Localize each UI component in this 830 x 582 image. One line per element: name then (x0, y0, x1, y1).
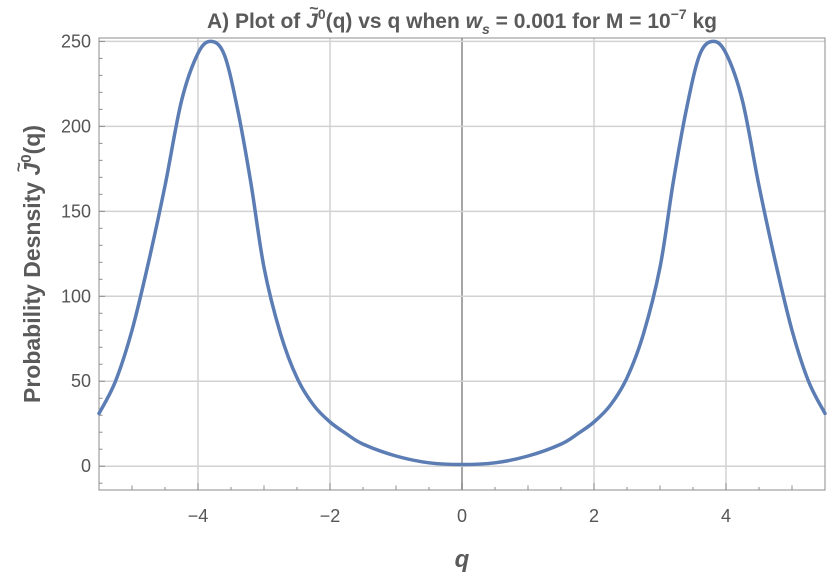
title-symbol: J (306, 10, 319, 33)
x-tick-label: 0 (457, 506, 467, 526)
chart-title: A) Plot of J0(q) vs q when ws = 0.001 fo… (207, 6, 717, 37)
x-tick-label: 4 (721, 506, 731, 526)
y-tick-label: 0 (81, 456, 91, 476)
grid-lines (99, 38, 825, 490)
title-exponent: −7 (671, 6, 687, 22)
y-tick-label: 150 (61, 201, 91, 221)
series-line (97, 39, 827, 467)
y-tick-label: 50 (71, 371, 91, 391)
series-group (97, 39, 827, 467)
title-middle: (q) vs q when (326, 10, 466, 33)
y-label-suffix: (q) (19, 125, 45, 154)
title-param-value: = 0.001 for M = 10 (490, 10, 671, 33)
x-tick-label: 2 (589, 506, 599, 526)
y-label-symbol: J (19, 162, 45, 176)
y-label-symbol-accent: ~ (9, 162, 28, 172)
title-prefix: A) Plot of (207, 10, 306, 33)
title-param-sub: s (482, 21, 490, 37)
title-param-symbol: w (466, 10, 484, 33)
x-axis-label: q (455, 546, 470, 573)
y-tick-label: 200 (61, 116, 91, 136)
y-axis-label: Probability Desnsity J0(q) (18, 125, 45, 403)
y-tick-label: 100 (61, 286, 91, 306)
y-label-text: Probability Desnsity (19, 176, 45, 404)
x-tick-label: −4 (188, 506, 209, 526)
title-unit: kg (687, 10, 717, 33)
y-tick-label: 250 (61, 31, 91, 51)
x-tick-label: −2 (320, 506, 341, 526)
title-symbol-sup: 0 (318, 6, 326, 22)
title-symbol-accent: ~ (309, 1, 318, 18)
y-label-symbol-sup: 0 (18, 154, 35, 162)
axis-ticks: −4 −2 0 2 4 0 50 100 150 200 250 (61, 31, 826, 526)
